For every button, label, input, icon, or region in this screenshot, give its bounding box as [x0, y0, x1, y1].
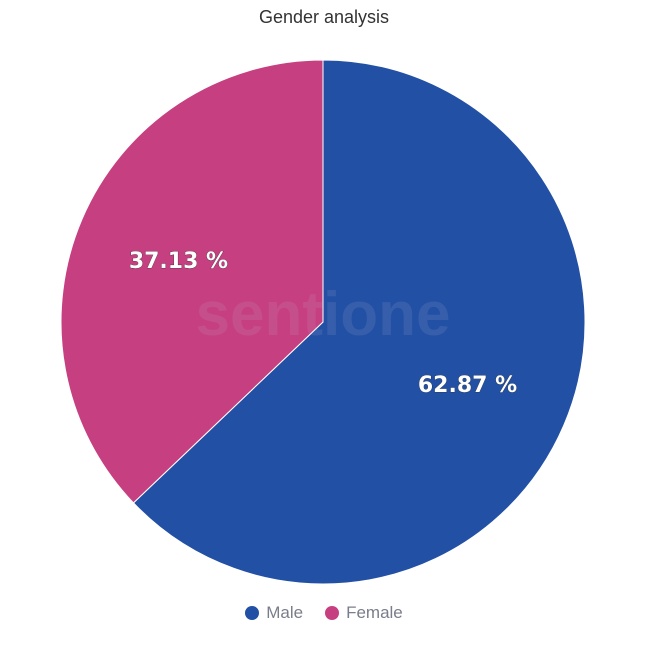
legend-item-male[interactable]: Male	[245, 603, 303, 623]
data-label-female: 37.13 %	[129, 249, 228, 274]
data-label-male: 62.87 %	[418, 373, 517, 398]
legend-item-female[interactable]: Female	[325, 603, 403, 623]
legend-marker-female	[325, 606, 340, 620]
legend-label-male: Male	[266, 603, 304, 622]
chart-title: Gender analysis	[258, 7, 390, 27]
watermark-text: sentione	[196, 280, 451, 349]
pie-slice-male[interactable]	[132, 59, 586, 585]
chart-legend: Male Female	[0, 603, 648, 623]
pie-slice-female[interactable]	[60, 59, 324, 504]
legend-marker-male	[245, 606, 260, 620]
pie-chart: sentione 62.87 % 37.13 %	[60, 59, 586, 585]
legend-label-female: Female	[346, 603, 403, 622]
